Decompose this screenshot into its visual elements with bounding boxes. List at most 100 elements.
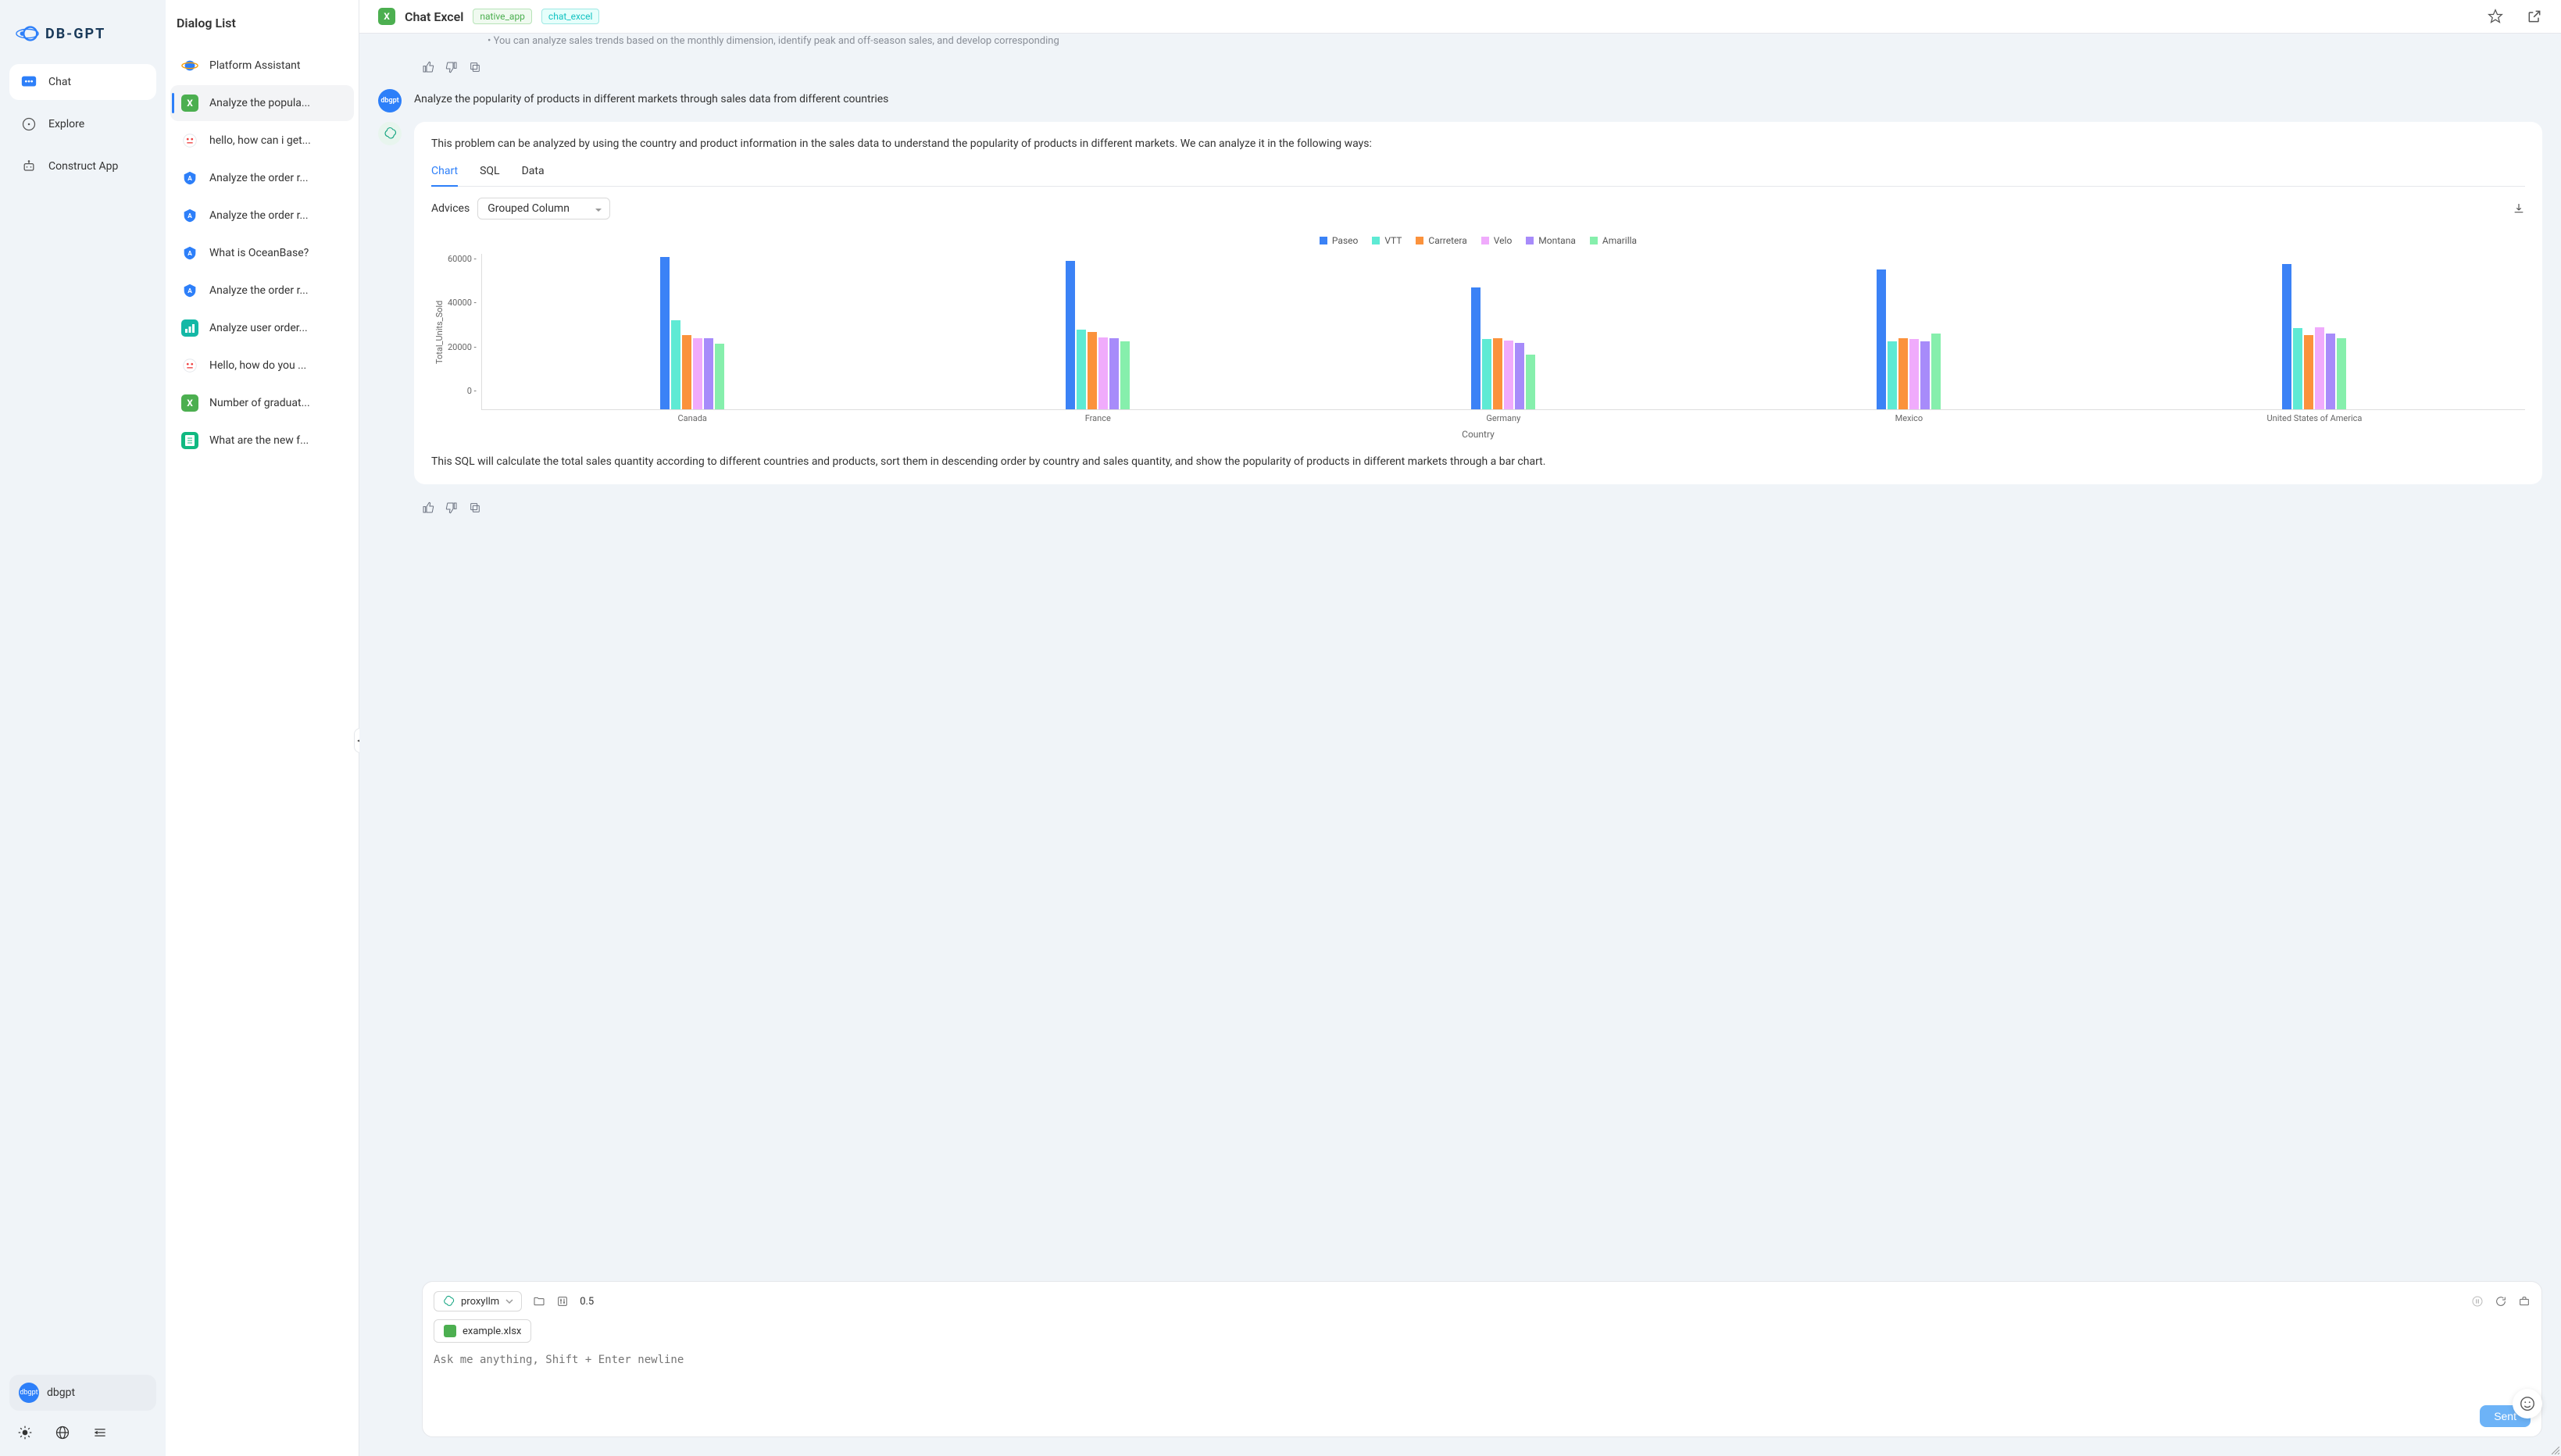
dialog-item[interactable]: XNumber of graduat... xyxy=(170,385,354,421)
nav-label: Explore xyxy=(48,118,84,130)
chart-category-label: Mexico xyxy=(1895,413,1923,423)
legend-item[interactable]: Amarilla xyxy=(1590,235,1637,246)
chart-bar[interactable] xyxy=(2293,328,2302,409)
thumbs-up-icon[interactable] xyxy=(422,501,434,514)
globe-icon[interactable] xyxy=(55,1425,70,1440)
star-icon[interactable] xyxy=(2488,9,2503,24)
dialog-item[interactable]: AAnalyze the order r... xyxy=(170,160,354,196)
chart-type-select[interactable]: Grouped Column xyxy=(477,198,610,219)
user-message: dbgpt Analyze the popularity of products… xyxy=(378,89,2542,112)
tab-chart[interactable]: Chart xyxy=(431,160,458,187)
chart-bar[interactable] xyxy=(1471,287,1481,409)
result-tabs: Chart SQL Data xyxy=(431,160,2525,187)
chart-bar[interactable] xyxy=(1120,341,1130,409)
chart-bar[interactable] xyxy=(2282,264,2291,409)
emoji-fab[interactable] xyxy=(2513,1389,2542,1419)
chart-bar[interactable] xyxy=(1504,341,1513,409)
dialog-item[interactable]: hello, how can i get... xyxy=(170,123,354,159)
thumbs-down-icon[interactable] xyxy=(445,61,458,73)
chart-bar[interactable] xyxy=(2304,335,2313,409)
copy-icon[interactable] xyxy=(469,501,481,514)
chart-bar[interactable] xyxy=(1877,269,1886,409)
folder-icon[interactable] xyxy=(533,1295,545,1308)
collapse-icon[interactable] xyxy=(92,1425,108,1440)
dialog-item[interactable]: Platform Assistant xyxy=(170,48,354,84)
refresh-icon[interactable] xyxy=(2495,1295,2507,1308)
chart-bar[interactable] xyxy=(1920,341,1930,409)
chart-plot-area: CanadaFranceGermanyMexicoUnited States o… xyxy=(481,254,2525,410)
chat-scroll[interactable]: • You can analyze sales trends based on … xyxy=(359,34,2561,1281)
attached-file[interactable]: example.xlsx xyxy=(434,1319,531,1343)
composer: proxyllm 0.5 example.xlsx Sent xyxy=(422,1281,2542,1437)
dialog-item[interactable]: A Analyze the order r... xyxy=(170,198,354,234)
chart-bar[interactable] xyxy=(1888,341,1897,409)
pause-icon[interactable] xyxy=(2471,1295,2484,1308)
chart-bar[interactable] xyxy=(1482,339,1491,409)
legend-item[interactable]: Paseo xyxy=(1320,235,1358,246)
toolbox-icon[interactable] xyxy=(2518,1295,2531,1308)
model-select[interactable]: proxyllm xyxy=(434,1291,522,1311)
chart-bar[interactable] xyxy=(1526,355,1535,409)
svg-text:A: A xyxy=(188,250,192,258)
dialog-item[interactable]: Hello, how do you ... xyxy=(170,348,354,384)
dialog-item-icon: A xyxy=(181,207,198,224)
chart-bar[interactable] xyxy=(660,257,670,409)
ai-avatar-icon xyxy=(378,122,402,145)
legend-item[interactable]: Montana xyxy=(1526,235,1576,246)
theme-icon[interactable] xyxy=(17,1425,33,1440)
chart-bar[interactable] xyxy=(1515,343,1524,409)
ai-message: This problem can be analyzed by using th… xyxy=(378,122,2542,484)
chart-bar[interactable] xyxy=(1088,332,1097,410)
user-avatar-icon: dbgpt xyxy=(378,89,402,112)
chart-y-label: Total_Units_Sold xyxy=(431,254,448,410)
nav-item-chat[interactable]: Chat xyxy=(9,64,156,100)
tab-data[interactable]: Data xyxy=(522,160,545,186)
chart-bar[interactable] xyxy=(1077,330,1086,409)
external-link-icon[interactable] xyxy=(2527,9,2542,24)
chart-bar[interactable] xyxy=(704,338,713,409)
chart-bar[interactable] xyxy=(2315,327,2324,409)
download-icon[interactable] xyxy=(2513,202,2525,215)
tab-sql[interactable]: SQL xyxy=(480,160,499,186)
message-input[interactable] xyxy=(434,1351,2531,1402)
chart-bar[interactable] xyxy=(682,335,691,409)
chart-bar[interactable] xyxy=(2337,338,2346,409)
copy-icon[interactable] xyxy=(469,61,481,73)
chart-bar[interactable] xyxy=(715,344,724,409)
dialog-list-title: Dialog List xyxy=(166,0,359,46)
user-chip[interactable]: dbgpt dbgpt xyxy=(9,1375,156,1411)
thumbs-up-icon[interactable] xyxy=(422,61,434,73)
chart-category-label: France xyxy=(1085,413,1111,423)
nav-item-explore[interactable]: Explore xyxy=(9,106,156,142)
dialog-item[interactable]: Analyze user order... xyxy=(170,310,354,346)
chart-group: Germany xyxy=(1309,254,1698,409)
slider-icon[interactable] xyxy=(556,1295,569,1308)
legend-item[interactable]: Carretera xyxy=(1416,235,1466,246)
chart-bar[interactable] xyxy=(1931,334,1941,409)
chart-bar[interactable] xyxy=(1066,261,1075,409)
ai-outro-text: This SQL will calculate the total sales … xyxy=(431,454,2525,470)
dialog-item-icon: A xyxy=(181,170,198,187)
legend-item[interactable]: Velo xyxy=(1481,235,1513,246)
dialog-item-icon: A xyxy=(181,282,198,299)
chart-bar[interactable] xyxy=(1493,338,1502,409)
chart-bar[interactable] xyxy=(1109,338,1119,409)
legend-item[interactable]: VTT xyxy=(1372,235,1402,246)
chart-bar[interactable] xyxy=(1098,337,1108,409)
dialog-item[interactable]: AWhat is OceanBase? xyxy=(170,235,354,271)
dialog-item-icon: A xyxy=(181,244,198,262)
chart-bar[interactable] xyxy=(693,338,702,409)
chart-bar[interactable] xyxy=(2326,334,2335,409)
dialog-item[interactable]: What are the new f... xyxy=(170,423,354,459)
ai-response-card: This problem can be analyzed by using th… xyxy=(414,122,2542,484)
thumbs-down-icon[interactable] xyxy=(445,501,458,514)
svg-text:A: A xyxy=(188,287,192,295)
dialog-item-label: Analyze the order r... xyxy=(209,209,309,222)
chart-bar[interactable] xyxy=(1909,339,1919,409)
chart-bar[interactable] xyxy=(671,320,680,409)
dialog-item[interactable]: AAnalyze the order r... xyxy=(170,273,354,309)
dialog-item-label: hello, how can i get... xyxy=(209,134,311,147)
dialog-item[interactable]: XAnalyze the popula... xyxy=(170,85,354,121)
chart-bar[interactable] xyxy=(1898,338,1908,409)
nav-item-construct[interactable]: Construct App xyxy=(9,148,156,184)
